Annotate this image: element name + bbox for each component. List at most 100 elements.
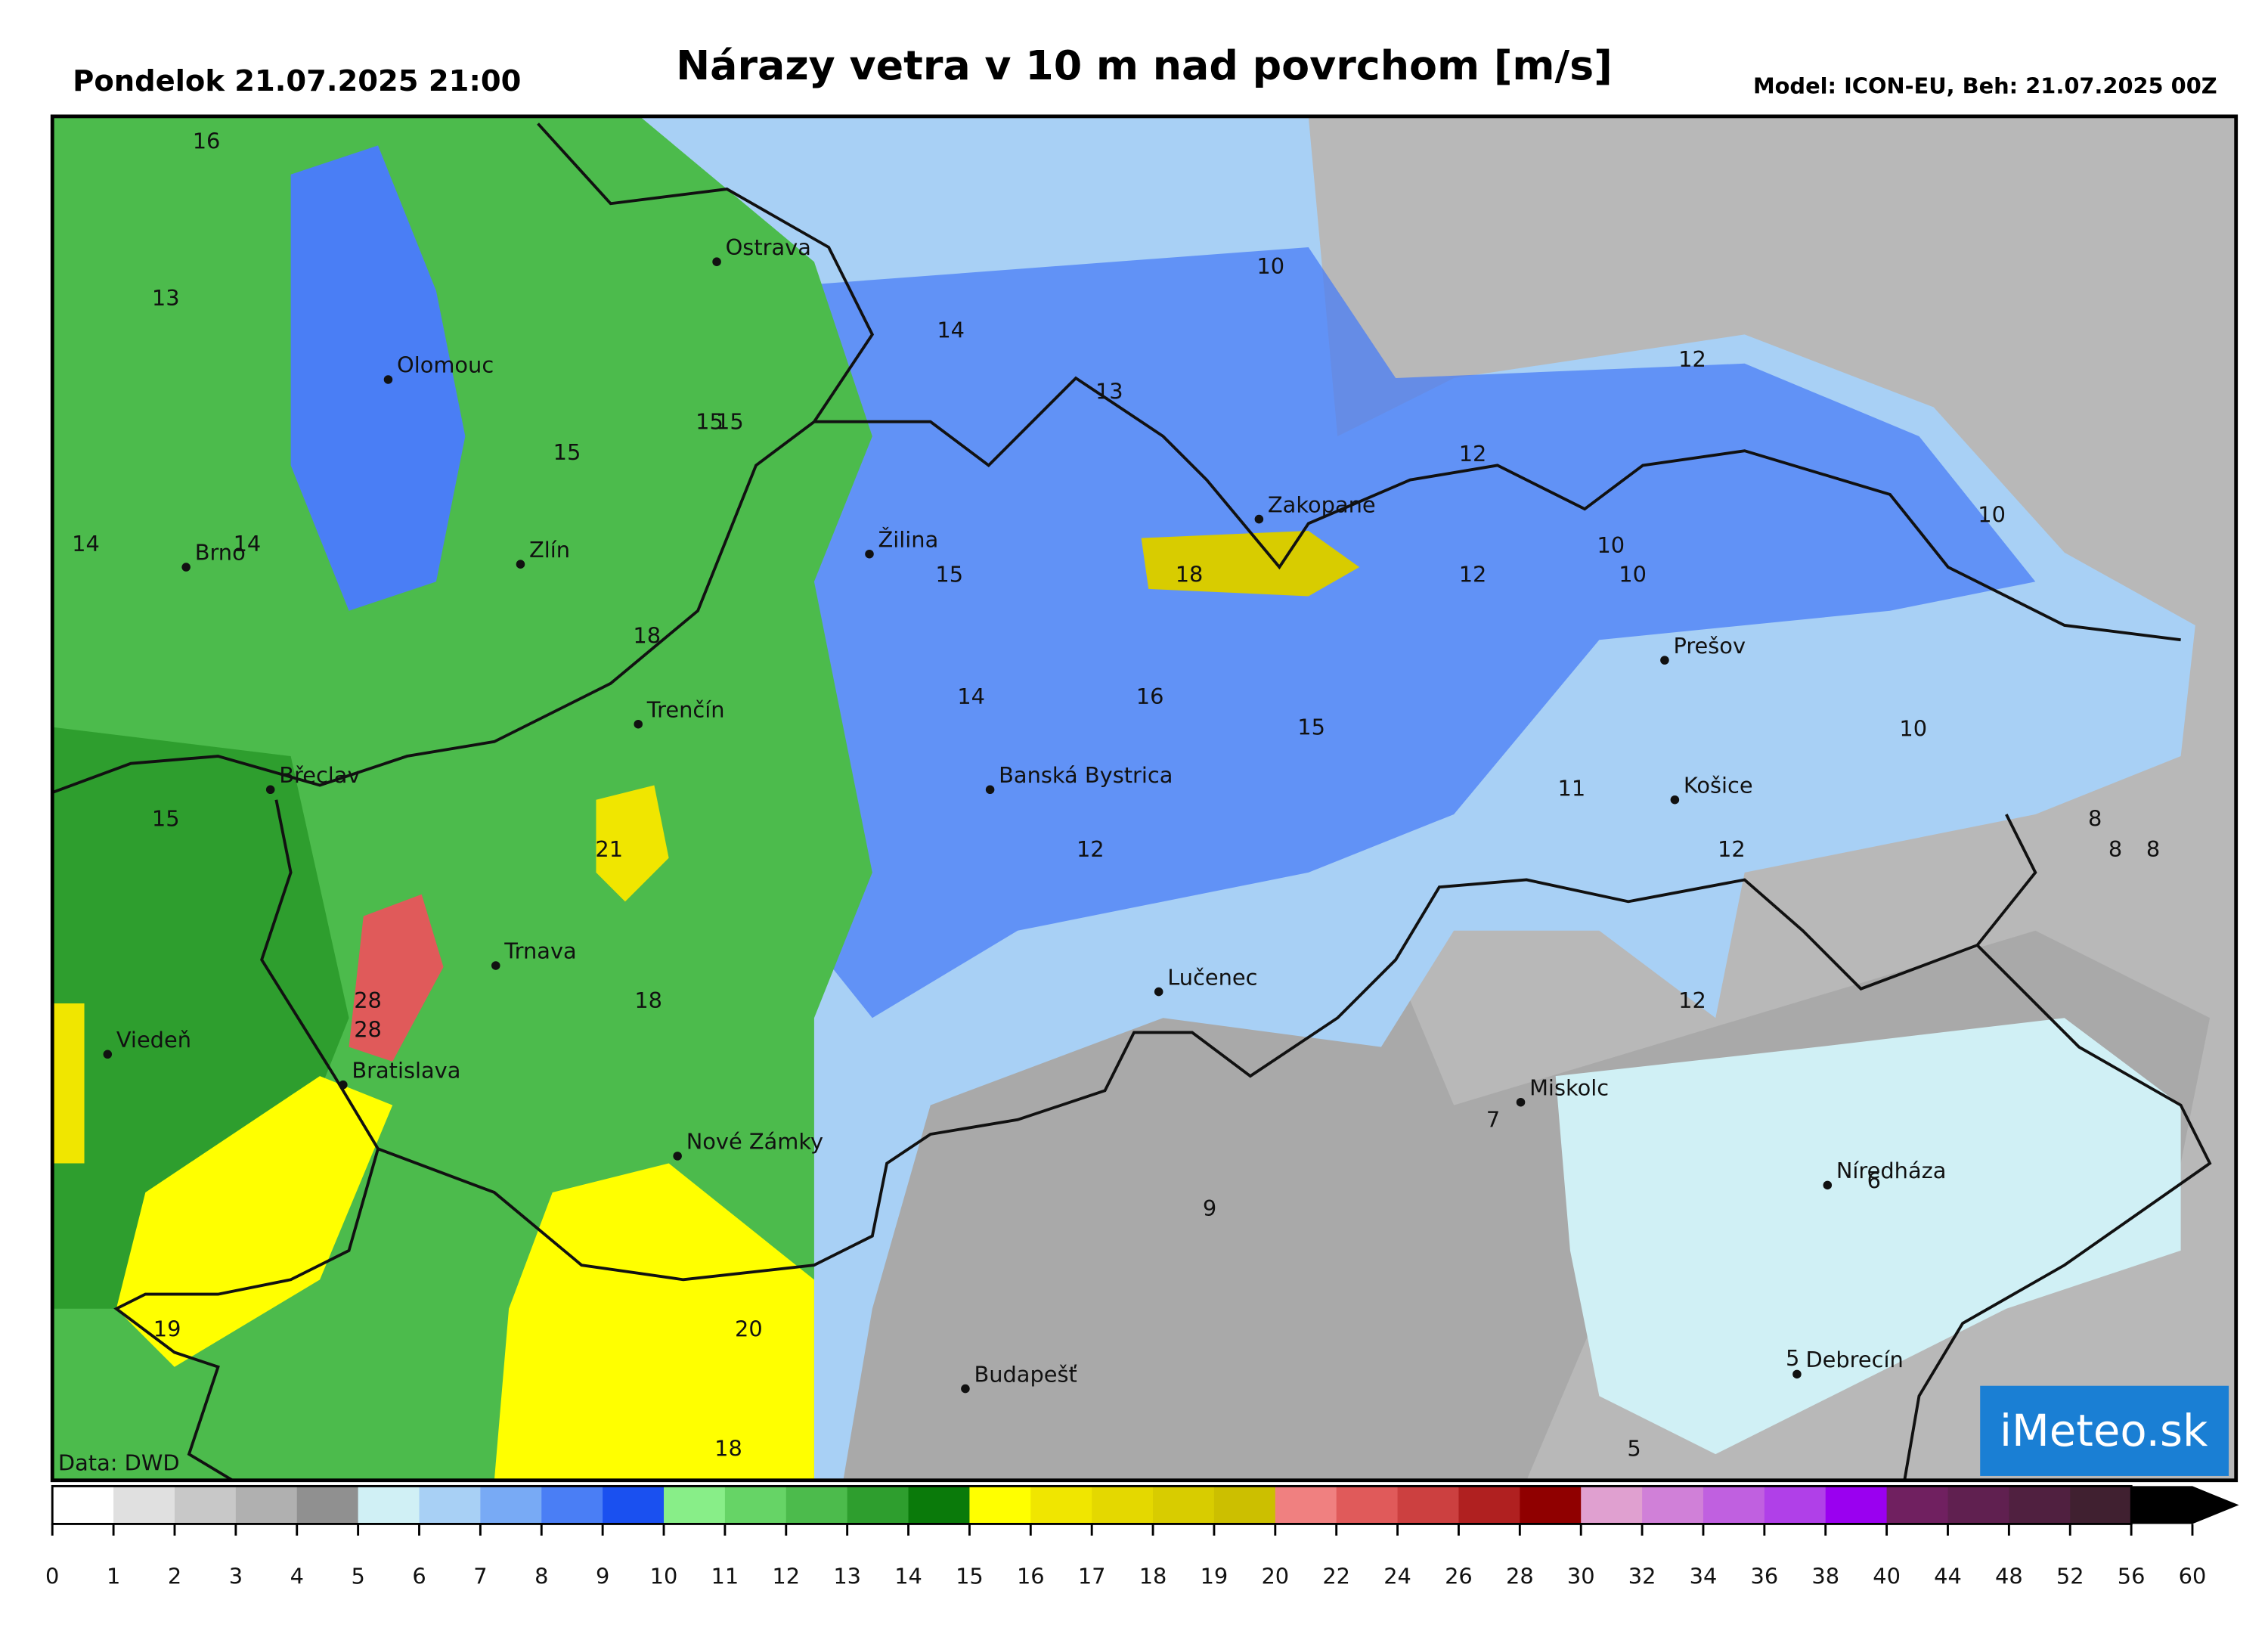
legend-tick-label: 36	[1751, 1564, 1779, 1589]
legend-swatch	[2009, 1486, 2071, 1524]
city-dot	[1516, 1097, 1526, 1107]
legend-tick-label: 18	[1139, 1564, 1167, 1589]
border	[1903, 944, 2212, 1481]
city-dot	[516, 560, 525, 569]
city-dot	[673, 1152, 682, 1161]
city-label: Trenčín	[646, 696, 725, 722]
legend-tick-label: 2	[168, 1564, 181, 1589]
city-dot	[1660, 656, 1669, 665]
city-label: Budapešť	[974, 1361, 1077, 1387]
legend-tick-label: 3	[229, 1564, 243, 1589]
legend-tick-label: 14	[894, 1564, 922, 1589]
legend-swatch	[969, 1486, 1032, 1524]
map-value: 10	[1256, 253, 1284, 279]
legend-tick-label: 56	[2118, 1564, 2146, 1589]
city-label: Zakopane	[1268, 491, 1376, 517]
city-label: Lučenec	[1167, 964, 1257, 990]
city-label: Níredháza	[1836, 1158, 1947, 1183]
legend-tick-label: 52	[2056, 1564, 2084, 1589]
legend-tick-label: 32	[1628, 1564, 1656, 1589]
map-value: 12	[1459, 441, 1487, 467]
map-value: 7	[1486, 1107, 1500, 1133]
logo: iMeteo.sk	[2000, 1405, 2208, 1456]
legend-swatch	[358, 1486, 420, 1524]
title: Nárazy vetra v 10 m nad povrchom [m/s]	[676, 42, 1613, 89]
map-value: 18	[634, 988, 662, 1013]
map-value: 21	[595, 836, 623, 862]
legend-tick-label: 60	[2179, 1564, 2207, 1589]
legend-tick-label: 9	[596, 1564, 609, 1589]
map-value: 14	[72, 531, 100, 557]
source: Data: DWD	[58, 1450, 180, 1476]
map-value: 15	[716, 409, 744, 435]
map: Ostrava Olomouc Zlín Brno Žilina Zakopane Tren…	[52, 116, 2236, 1481]
map-value: 12	[1718, 836, 1746, 862]
map-value: 5	[1627, 1435, 1641, 1461]
border	[113, 799, 380, 1481]
map-value: 15	[1297, 715, 1325, 740]
legend-swatch	[908, 1486, 971, 1524]
legend-swatch	[541, 1486, 604, 1524]
map-value: 28	[354, 988, 382, 1013]
yellow-zone	[52, 1003, 85, 1164]
city-dot	[961, 1384, 970, 1394]
legend-tick-label: 1	[107, 1564, 120, 1589]
city-dot	[383, 375, 393, 384]
legend-tick-label: 11	[711, 1564, 739, 1589]
city-dot	[265, 785, 275, 795]
legend-swatch	[1153, 1486, 1215, 1524]
map-value: 13	[1095, 378, 1123, 404]
city-label: Zlín	[529, 537, 570, 563]
city-label: Košice	[1684, 772, 1753, 798]
city-label: Banská Bystrica	[999, 762, 1173, 788]
legend-tick-label: 28	[1506, 1564, 1534, 1589]
legend-swatch	[1581, 1486, 1644, 1524]
legend-swatch	[1947, 1486, 2010, 1524]
legend-swatch	[2070, 1486, 2133, 1524]
legend-swatch	[1397, 1486, 1460, 1524]
city-dot	[985, 785, 995, 795]
city-label: Trnava	[503, 938, 576, 964]
legend-swatch	[724, 1486, 787, 1524]
cities: Ostrava Olomouc Zlín Brno Žilina Zakopane Tren…	[103, 234, 1947, 1394]
legend-tick-label: 30	[1567, 1564, 1595, 1589]
legend-swatch	[1703, 1486, 1765, 1524]
map-value: 9	[1203, 1195, 1216, 1221]
map-value: 14	[234, 531, 262, 557]
map-value: 8	[2108, 836, 2122, 862]
map-value: 12	[1678, 346, 1706, 372]
map-value: 18	[1176, 562, 1204, 588]
map-value: 14	[957, 684, 985, 709]
legend-swatch	[1213, 1486, 1276, 1524]
legend-swatch	[1336, 1486, 1399, 1524]
legend-swatch	[1642, 1486, 1704, 1524]
map-value: 14	[937, 318, 965, 343]
legend-tick-label: 15	[956, 1564, 984, 1589]
map-value: 8	[2088, 806, 2102, 832]
legend-swatch	[603, 1486, 665, 1524]
legend-swatch	[296, 1486, 359, 1524]
legend: 0 1 2 3 4 5 6 7 8 9 10 11 12 13 14 15 16 17 18 19 20 22 24 26 28…	[45, 1484, 2239, 1589]
yellow-zone	[596, 785, 669, 902]
city-dot	[712, 257, 721, 266]
legend-swatch	[785, 1486, 848, 1524]
logo-box	[1980, 1385, 2229, 1476]
city-dot	[1792, 1369, 1802, 1379]
legend-swatch	[1458, 1486, 1521, 1524]
legend-swatch	[1764, 1486, 1826, 1524]
legend-swatch	[1092, 1486, 1154, 1524]
map-value: 16	[1136, 684, 1164, 709]
legend-swatch	[235, 1486, 298, 1524]
legend-tick-label: 7	[473, 1564, 487, 1589]
legend-tick-label: 17	[1078, 1564, 1106, 1589]
model-label: Model: ICON-EU, Beh: 21.07.2025 00Z	[1753, 73, 2217, 98]
legend-tick-label: 10	[650, 1564, 678, 1589]
city-dot	[339, 1080, 348, 1090]
legend-tick-label: 13	[833, 1564, 861, 1589]
legend-tick-label: 19	[1201, 1564, 1228, 1589]
city-dot	[1154, 987, 1163, 997]
map-value: 15	[696, 409, 723, 435]
legend-tick-label: 34	[1690, 1564, 1718, 1589]
legend-tick-label: 8	[534, 1564, 548, 1589]
